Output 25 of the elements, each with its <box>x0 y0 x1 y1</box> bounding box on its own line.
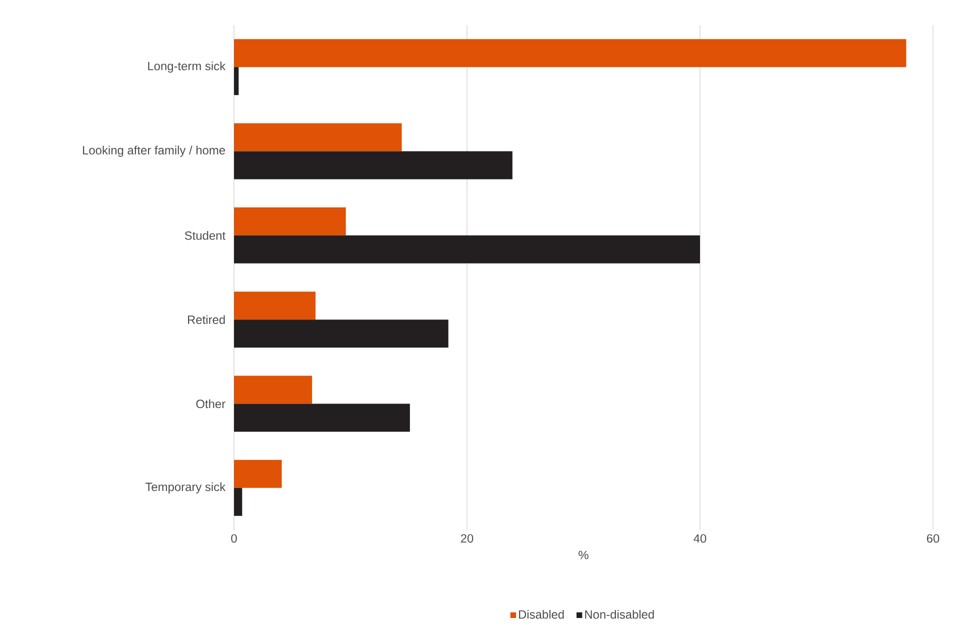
y-tick-label: Temporary sick <box>145 482 226 494</box>
bar <box>234 151 512 180</box>
legend-label: Disabled <box>519 610 564 619</box>
x-tick-label: 40 <box>694 534 706 543</box>
y-tick-label: Other <box>196 399 226 408</box>
bar <box>234 460 282 488</box>
x-tick-label: 20 <box>460 534 474 543</box>
y-tick-label: Long-term sick <box>148 62 226 73</box>
bar <box>234 67 239 96</box>
bar <box>234 320 448 348</box>
y-tick-label: Retired <box>188 315 225 324</box>
x-tick-label: 0 <box>231 534 237 543</box>
x-tick-label: 60 <box>926 534 940 543</box>
bar <box>234 39 906 68</box>
bar <box>234 235 700 264</box>
bar <box>234 404 410 432</box>
bar <box>234 376 312 404</box>
legend-label: Non-disabled <box>585 610 654 619</box>
bar <box>234 292 316 320</box>
bar <box>234 123 402 152</box>
bar <box>234 207 346 236</box>
y-tick-label: Student <box>184 231 226 240</box>
bar <box>234 488 242 516</box>
x-axis-title: % <box>578 550 588 560</box>
y-tick-label: Looking after family / home <box>83 146 226 157</box>
